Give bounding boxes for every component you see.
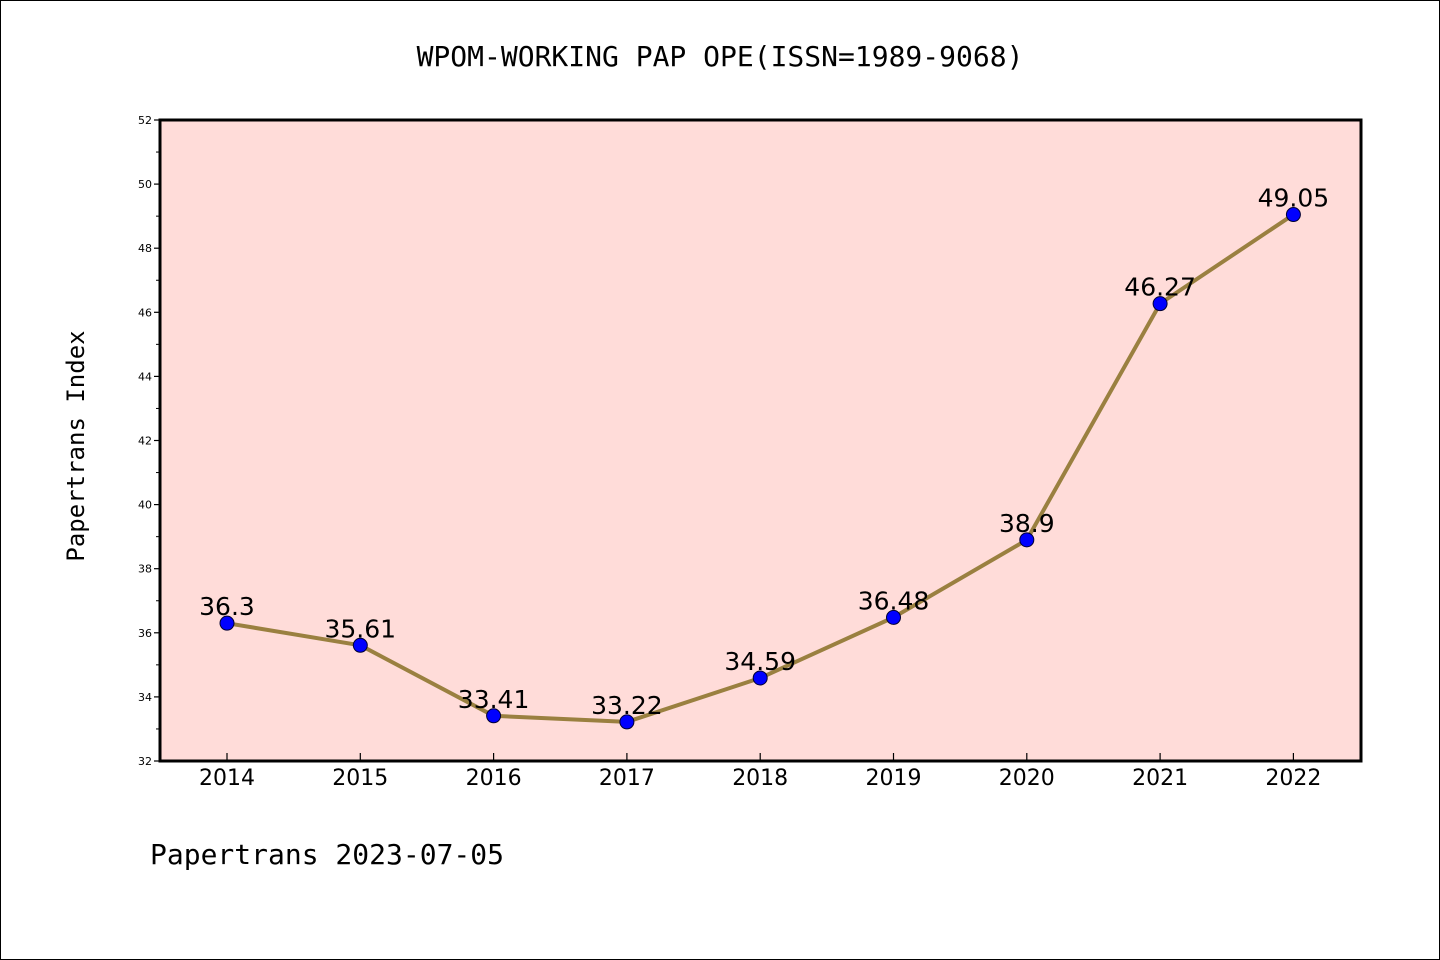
data-label: 34.59 <box>724 647 796 676</box>
y-tick-label: 46 <box>138 306 152 319</box>
x-tick-label: 2014 <box>199 766 255 791</box>
y-axis-ticks: 32 34 36 38 40 42 44 46 48 50 52 <box>138 114 160 768</box>
y-tick-label: 42 <box>138 435 152 448</box>
footer-credit: Papertrans 2023-07-05 <box>150 838 504 871</box>
data-label: 46.27 <box>1124 273 1196 302</box>
data-label: 49.05 <box>1258 184 1330 213</box>
data-label: 33.22 <box>591 691 663 720</box>
data-markers <box>219 207 1301 730</box>
x-tick-label: 2021 <box>1132 766 1188 791</box>
data-point <box>1285 207 1301 223</box>
plot-border <box>158 118 1363 763</box>
x-tick-label: 2017 <box>599 766 655 791</box>
data-point <box>752 670 768 686</box>
y-tick-label: 48 <box>138 242 152 255</box>
data-label: 38.9 <box>999 509 1055 538</box>
data-point <box>352 637 368 653</box>
y-tick-label: 36 <box>138 627 152 640</box>
data-point <box>619 714 635 730</box>
y-tick-label: 38 <box>138 563 152 576</box>
y-tick-label: 34 <box>138 691 152 704</box>
data-label: 33.41 <box>458 685 530 714</box>
data-point <box>219 615 235 631</box>
data-point <box>1152 296 1168 312</box>
plot-area <box>160 120 1361 761</box>
data-label: 36.3 <box>199 592 255 621</box>
y-axis-label: Papertrans Index <box>62 330 90 561</box>
y-tick-label: 50 <box>138 178 152 191</box>
x-tick-label: 2019 <box>866 766 922 791</box>
data-labels: 36.3 35.61 33.41 33.22 34.59 36.48 38.9 46.27 49… <box>199 184 1329 720</box>
y-tick-label: 32 <box>138 755 152 768</box>
x-tick-label: 2020 <box>999 766 1055 791</box>
x-tick-label: 2022 <box>1265 766 1321 791</box>
x-tick-label: 2018 <box>732 766 788 791</box>
x-tick-label: 2015 <box>332 766 388 791</box>
x-axis-ticks: 2014 2015 2016 2017 2018 2019 2020 2021 2022 <box>199 753 1321 791</box>
y-tick-label: 52 <box>138 114 152 127</box>
chart-title: WPOM-WORKING PAP OPE(ISSN=1989-9068) <box>417 40 1024 73</box>
data-label: 36.48 <box>858 586 930 615</box>
y-tick-label: 40 <box>138 499 152 512</box>
data-point <box>1019 532 1035 548</box>
data-label: 35.61 <box>325 614 397 643</box>
data-point <box>886 609 901 625</box>
x-tick-label: 2016 <box>466 766 522 791</box>
y-tick-label: 44 <box>138 370 152 383</box>
data-point <box>486 708 502 724</box>
